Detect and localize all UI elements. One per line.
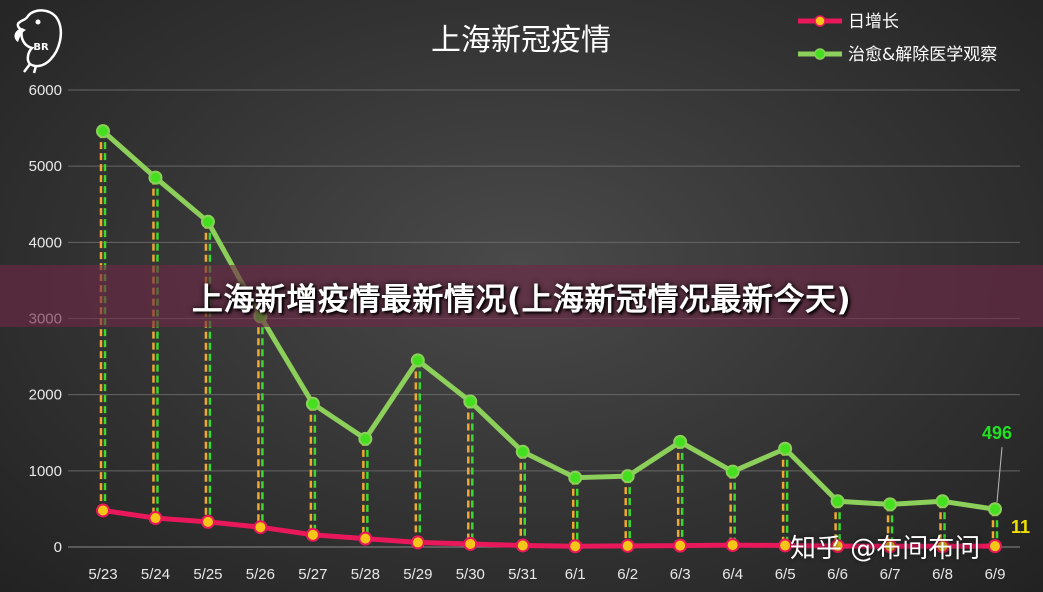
x-tick-label: 5/31 bbox=[508, 566, 537, 583]
chart-annotations: 496 11 bbox=[982, 423, 1030, 537]
data-point bbox=[568, 470, 583, 485]
legend-label: 治愈&解除医学观察 bbox=[848, 45, 997, 65]
data-point bbox=[515, 444, 530, 459]
data-point bbox=[725, 538, 740, 553]
data-point bbox=[988, 502, 1002, 517]
parrot-logo-icon: BR bbox=[8, 6, 68, 78]
x-tick-label: 6/6 bbox=[827, 566, 848, 583]
y-tick-label: 6000 bbox=[29, 82, 62, 99]
data-point bbox=[883, 497, 898, 512]
y-tick-label: 2000 bbox=[29, 387, 62, 404]
data-point bbox=[673, 434, 688, 449]
x-tick-label: 5/27 bbox=[298, 566, 327, 583]
chart-title: 上海新冠疫情 bbox=[431, 23, 611, 58]
x-tick-label: 6/7 bbox=[880, 566, 901, 583]
data-point bbox=[673, 538, 688, 553]
y-tick-label: 4000 bbox=[29, 234, 62, 251]
annotation-label: 11 bbox=[1011, 517, 1030, 537]
drop-lines bbox=[99, 131, 999, 547]
x-tick-label: 5/23 bbox=[88, 566, 117, 583]
logo-text: BR bbox=[33, 42, 49, 53]
chart-series bbox=[96, 124, 1002, 554]
data-point bbox=[305, 396, 320, 411]
data-point bbox=[830, 539, 845, 554]
data-point bbox=[620, 469, 635, 484]
x-tick-label: 6/9 bbox=[985, 566, 1006, 583]
y-tick-label: 1000 bbox=[29, 463, 62, 480]
data-point bbox=[463, 536, 478, 551]
data-point bbox=[935, 539, 950, 554]
legend-marker bbox=[814, 48, 826, 60]
data-point bbox=[96, 124, 110, 139]
x-tick-label: 5/30 bbox=[456, 566, 485, 583]
annotation-label: 496 bbox=[982, 423, 1012, 443]
data-point bbox=[200, 214, 215, 229]
legend-label: 日增长 bbox=[848, 12, 899, 32]
data-point bbox=[200, 514, 215, 529]
x-tick-label: 6/5 bbox=[775, 566, 796, 583]
watermark: 知乎 @布间布问 bbox=[790, 534, 981, 564]
x-tick-label: 6/1 bbox=[565, 566, 586, 583]
x-axis-ticks: 5/23 5/24 5/25 5/26 5/27 5/28 5/29 5/30 5/31 6/1 6… bbox=[88, 566, 1005, 583]
data-point bbox=[358, 531, 373, 546]
x-tick-label: 5/28 bbox=[351, 566, 380, 583]
data-point bbox=[148, 511, 163, 526]
data-point bbox=[515, 538, 530, 553]
x-tick-label: 5/29 bbox=[403, 566, 432, 583]
data-point bbox=[410, 353, 425, 368]
x-tick-label: 6/2 bbox=[617, 566, 638, 583]
x-tick-label: 5/26 bbox=[246, 566, 275, 583]
data-point bbox=[725, 464, 740, 479]
y-tick-label: 0 bbox=[54, 539, 62, 556]
data-point bbox=[620, 538, 635, 553]
data-point bbox=[830, 494, 845, 509]
data-point bbox=[305, 527, 320, 542]
data-point bbox=[778, 441, 793, 456]
x-tick-label: 6/3 bbox=[670, 566, 691, 583]
headline-banner: 上海新增疫情最新情况(上海新冠情况最新今天) bbox=[0, 265, 1043, 327]
legend-marker bbox=[814, 15, 826, 27]
data-point bbox=[935, 494, 950, 509]
data-point bbox=[463, 394, 478, 409]
data-point bbox=[410, 535, 425, 550]
y-tick-label: 5000 bbox=[29, 158, 62, 175]
series-line bbox=[102, 507, 996, 549]
data-point bbox=[883, 539, 898, 554]
annotation-leader bbox=[996, 447, 1003, 503]
x-tick-label: 6/4 bbox=[722, 566, 743, 583]
x-tick-label: 6/8 bbox=[932, 566, 953, 583]
data-point bbox=[148, 170, 163, 185]
x-tick-label: 5/24 bbox=[141, 566, 170, 583]
headline-text: 上海新增疫情最新情况(上海新冠情况最新今天) bbox=[191, 281, 852, 318]
data-point bbox=[96, 503, 110, 518]
data-point bbox=[988, 539, 1002, 554]
data-point bbox=[778, 538, 793, 553]
data-point bbox=[568, 539, 583, 554]
x-tick-label: 5/25 bbox=[193, 566, 222, 583]
data-point bbox=[253, 520, 268, 535]
data-point bbox=[358, 431, 373, 446]
